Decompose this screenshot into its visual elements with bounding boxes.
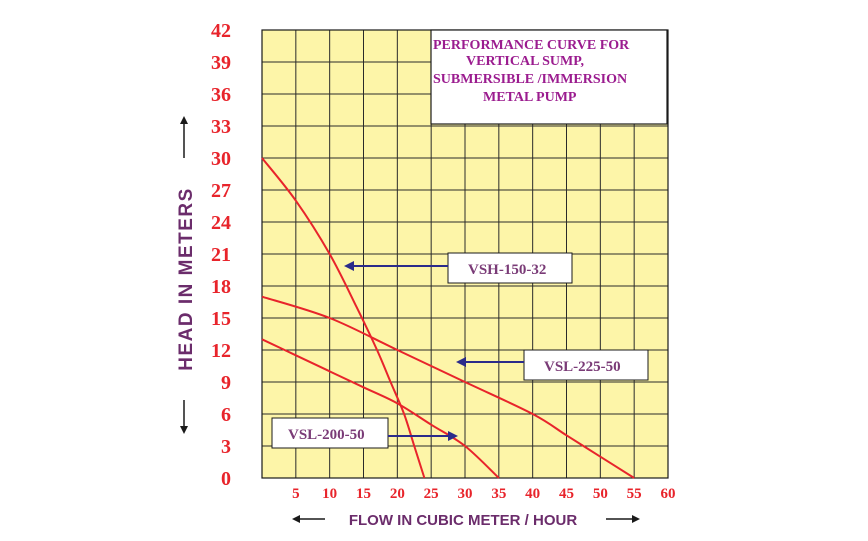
title-box-frame [430,29,668,125]
y-tick-label: 15 [211,308,231,330]
chart-title-line-3: SUBMERSIBLE /IMMERSION [433,72,627,87]
y-tick-label: 39 [211,52,231,74]
y-axis-label-group: HEAD IN METERS [176,116,197,434]
series-name: VSL-225-50 [544,359,621,375]
x-tick-label: 50 [593,486,608,502]
y-tick-label: 12 [211,340,231,362]
y-axis-arrow-down-icon [180,426,188,434]
series-line-vsl-200-50 [261,338,500,479]
y-tick-label: 0 [221,468,231,490]
y-tick-label: 3 [221,436,231,458]
series-name: VSH-150-32 [468,262,546,278]
x-tick-label: 60 [661,486,676,502]
chart-title-line-4: METAL PUMP [483,90,577,105]
series-label-vsh-150-32: VSH-150-32 [344,252,573,284]
y-tick-label: 33 [211,116,231,138]
x-tick-label: 55 [627,486,642,502]
title-box: PERFORMANCE CURVE FOR VERTICAL SUMP, SUB… [430,29,668,125]
y-tick-label: 36 [211,84,231,106]
x-tick-label: 15 [356,486,371,502]
y-tick-label: 30 [211,148,231,170]
series-label-vsl-225-50: VSL-225-50 [456,349,649,381]
y-tick-label: 24 [211,212,231,234]
x-tick-label: 35 [491,486,506,502]
x-tick-label: 40 [525,486,540,502]
series-label-box [447,252,573,284]
x-axis-label-group: FLOW IN CUBIC METER / HOUR [292,512,640,529]
y-tick-label: 27 [211,180,231,202]
x-axis-label: FLOW IN CUBIC METER / HOUR [349,512,577,529]
y-tick-label: 18 [211,276,231,298]
x-tick-label: 20 [390,486,405,502]
arrow-head [456,357,466,367]
x-tick-label: 30 [458,486,473,502]
x-tick-label: 25 [424,486,439,502]
x-tick-label: 45 [559,486,574,502]
series-label-box [271,417,389,449]
y-axis-arrow-up-icon [180,116,188,124]
arrow-head [344,261,354,271]
y-axis-label: HEAD IN METERS [176,187,197,371]
chart-title-line-1: PERFORMANCE CURVE FOR [433,38,630,53]
x-tick-label: 5 [292,486,300,502]
chart-title-line-2: VERTICAL SUMP, [466,54,584,69]
series-label-box [523,349,649,381]
x-tick-label: 10 [322,486,337,502]
x-tick-labels: 5 10 15 20 25 30 35 40 45 50 55 60 [292,486,675,502]
y-tick-label: 6 [221,404,231,426]
x-axis-arrow-left-icon [292,515,300,523]
series-name: VSL-200-50 [288,427,365,443]
arrow-head [448,431,458,441]
x-axis-arrow-right-icon [632,515,640,523]
series-label-vsl-200-50: VSL-200-50 [271,417,458,449]
y-tick-label: 9 [221,372,231,394]
y-tick-label: 42 [211,20,231,42]
series-line-vsl-225-50 [261,295,635,479]
y-tick-label: 21 [211,244,231,266]
